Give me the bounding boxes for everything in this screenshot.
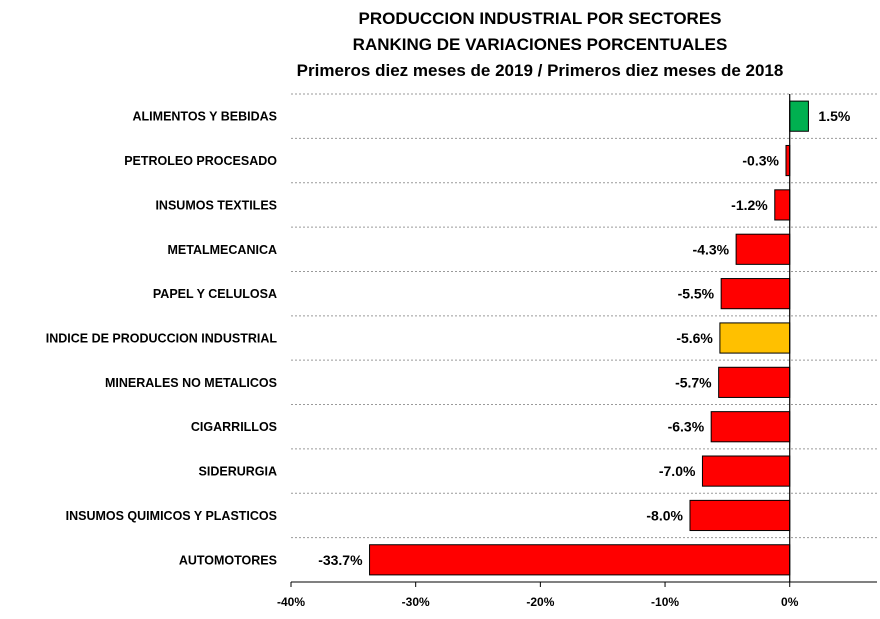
x-tick-label: -10% bbox=[651, 595, 679, 609]
data-label: -8.0% bbox=[646, 507, 683, 523]
category-labels: ALIMENTOS Y BEBIDAS PETROLEO PROCESADO INS… bbox=[46, 110, 278, 568]
x-tick-label: -30% bbox=[402, 595, 430, 609]
category-label: INSUMOS QUIMICOS Y PLASTICOS bbox=[66, 509, 277, 523]
bar bbox=[718, 366, 791, 398]
category-label: AUTOMOTORES bbox=[179, 553, 277, 567]
category-label: SIDERURGIA bbox=[199, 465, 277, 479]
data-label: -4.3% bbox=[693, 241, 730, 257]
category-label: ALIMENTOS Y BEBIDAS bbox=[133, 110, 277, 124]
data-label: -6.3% bbox=[668, 419, 705, 435]
bar bbox=[689, 499, 791, 532]
category-label: PETROLEO PROCESADO bbox=[124, 154, 277, 168]
bars bbox=[369, 100, 809, 576]
chart-title: PRODUCCION INDUSTRIAL POR SECTORES RANKIN… bbox=[297, 9, 784, 80]
data-label: -7.0% bbox=[659, 463, 696, 479]
data-label: -5.6% bbox=[676, 330, 713, 346]
gridlines bbox=[291, 93, 877, 539]
x-tick-label: -20% bbox=[526, 595, 554, 609]
chart-title-line-3: Primeros diez meses de 2019 / Primeros d… bbox=[297, 61, 784, 80]
x-tick-label: 0% bbox=[781, 595, 799, 609]
category-label: METALMECANICA bbox=[168, 243, 277, 257]
bar bbox=[710, 411, 791, 443]
data-label: -5.7% bbox=[675, 374, 712, 390]
data-label: -1.2% bbox=[731, 197, 768, 213]
bar bbox=[735, 233, 791, 265]
chart-title-line-1: PRODUCCION INDUSTRIAL POR SECTORES bbox=[358, 9, 721, 28]
bar bbox=[369, 544, 791, 576]
chart-title-line-2: RANKING DE VARIACIONES PORCENTUALES bbox=[353, 35, 728, 54]
data-label: 1.5% bbox=[818, 108, 850, 124]
data-label: -0.3% bbox=[742, 153, 779, 169]
category-label: PAPEL Y CELULOSA bbox=[153, 287, 277, 301]
data-label: -33.7% bbox=[318, 552, 363, 568]
category-label: MINERALES NO METALICOS bbox=[105, 376, 277, 390]
bar bbox=[719, 322, 791, 354]
bar bbox=[720, 278, 791, 310]
bar bbox=[774, 189, 791, 221]
bar bbox=[701, 455, 791, 487]
bar bbox=[789, 100, 809, 132]
category-label: INDICE DE PRODUCCION INDUSTRIAL bbox=[46, 332, 278, 346]
category-label: CIGARRILLOS bbox=[191, 420, 277, 434]
x-tick-label: -40% bbox=[277, 595, 305, 609]
category-label: INSUMOS TEXTILES bbox=[155, 198, 277, 212]
x-axis: -40% -30% -20% -10% 0% bbox=[277, 94, 877, 609]
data-label: -5.5% bbox=[678, 286, 715, 302]
value-labels: 1.5% -0.3% -1.2% -4.3% -5.5% -5.6% -5.7% -6.3% -… bbox=[318, 108, 851, 568]
